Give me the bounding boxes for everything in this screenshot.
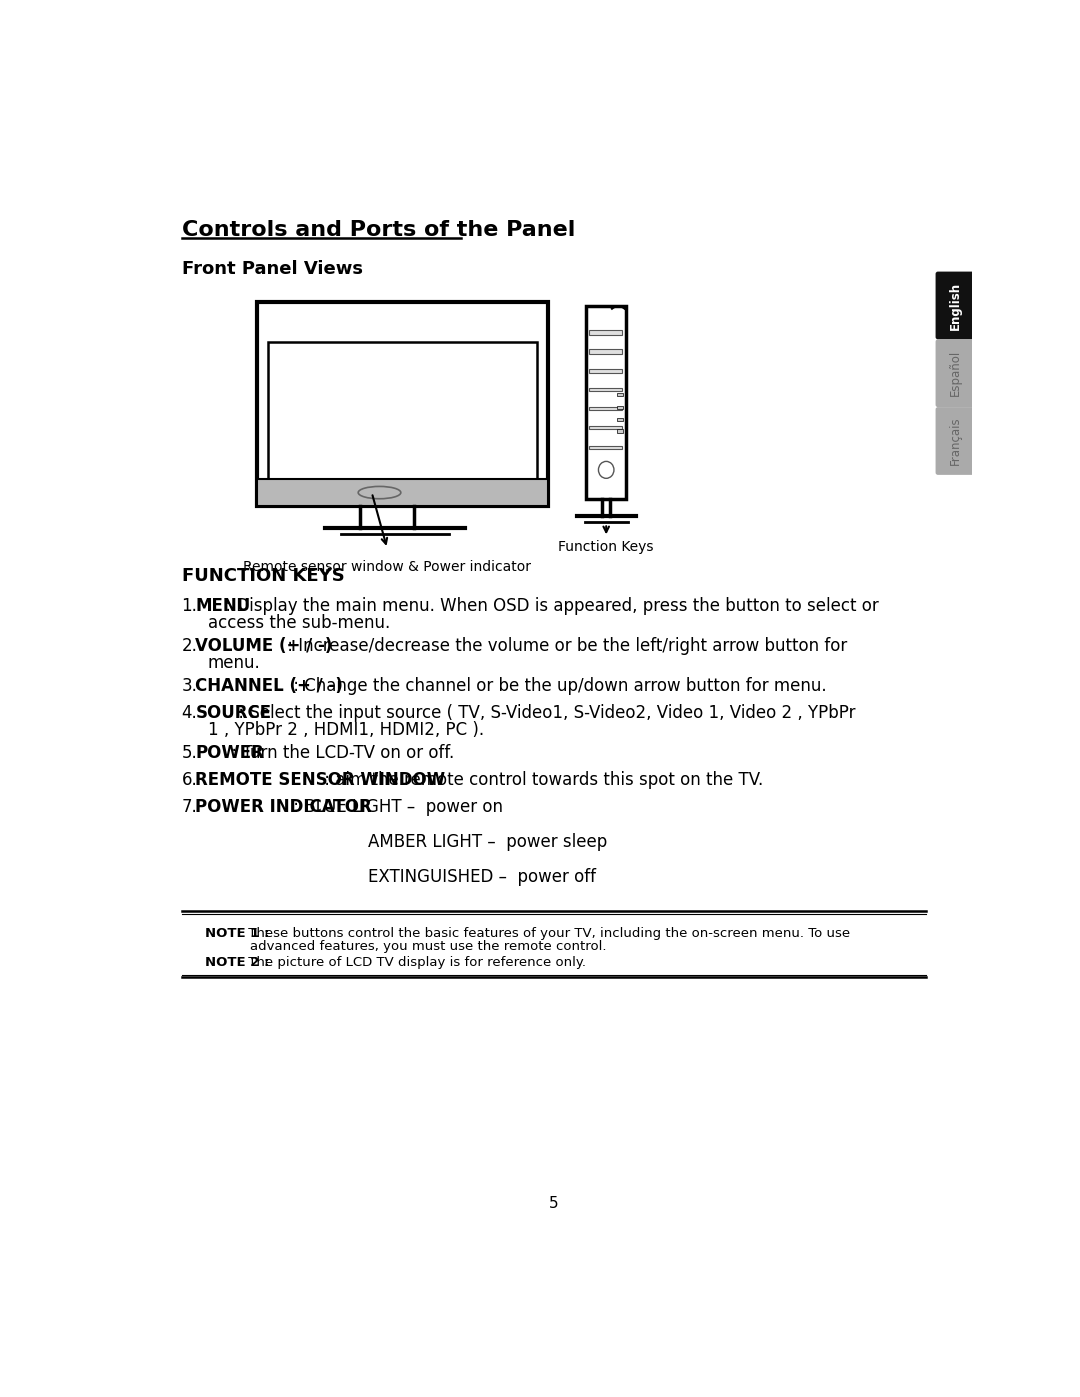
Bar (590, 446, 622, 448)
Text: : Select the input source ( TV, S-Video1, S-Video2, Video 1, Video 2 , YPbPr: : Select the input source ( TV, S-Video1… (232, 704, 855, 722)
FancyBboxPatch shape (935, 407, 974, 475)
Text: Controls and Ports of the Panel: Controls and Ports of the Panel (181, 219, 575, 240)
Text: 4.: 4. (181, 704, 198, 722)
Text: VOLUME (+ / -): VOLUME (+ / -) (195, 637, 333, 655)
Bar (586, 306, 626, 499)
Bar (617, 393, 623, 395)
Bar (257, 302, 548, 507)
FancyBboxPatch shape (935, 339, 974, 407)
Text: The picture of LCD TV display is for reference only.: The picture of LCD TV display is for ref… (244, 956, 585, 970)
Text: Function Keys: Function Keys (558, 541, 654, 555)
Text: 7.: 7. (181, 798, 198, 816)
Ellipse shape (359, 486, 401, 499)
Text: Front Panel Views: Front Panel Views (181, 260, 363, 278)
Bar (590, 349, 622, 353)
Bar (590, 407, 622, 411)
Bar (617, 418, 623, 420)
Text: NOTE 2 :: NOTE 2 : (205, 956, 269, 970)
Text: MENU: MENU (195, 598, 251, 615)
Text: POWER: POWER (195, 745, 265, 763)
Text: REMOTE SENSOR WINDOW: REMOTE SENSOR WINDOW (195, 771, 446, 789)
Text: CHANNEL (+ / -): CHANNEL (+ / -) (195, 678, 343, 696)
Text: NOTE 1 :: NOTE 1 : (205, 926, 269, 940)
Text: : Increase/decrease the volume or be the left/right arrow button for: : Increase/decrease the volume or be the… (282, 637, 848, 655)
Bar (257, 479, 548, 507)
Text: 3.: 3. (181, 678, 198, 696)
Text: : aim the remote control towards this spot on the TV.: : aim the remote control towards this sp… (320, 771, 764, 789)
Bar (268, 342, 537, 496)
Text: Español: Español (948, 351, 961, 397)
Text: 5: 5 (549, 1196, 558, 1211)
Bar (590, 369, 622, 373)
Text: Remote sensor window & Power indicator: Remote sensor window & Power indicator (243, 560, 531, 574)
Text: SOURCE: SOURCE (195, 704, 271, 722)
Text: Français: Français (948, 416, 961, 465)
Text: : Change the channel or be the up/down arrow button for menu.: : Change the channel or be the up/down a… (288, 678, 827, 696)
Ellipse shape (598, 461, 613, 478)
Text: FUNCTION KEYS: FUNCTION KEYS (181, 567, 345, 584)
Bar (590, 388, 622, 391)
Text: These buttons control the basic features of your TV, including the on-screen men: These buttons control the basic features… (244, 926, 850, 940)
Bar (590, 330, 622, 335)
Bar (590, 426, 622, 429)
Text: menu.: menu. (207, 654, 260, 672)
Text: : Turn the LCD-TV on or off.: : Turn the LCD-TV on or off. (227, 745, 455, 763)
Text: EXTINGUISHED –  power off: EXTINGUISHED – power off (367, 868, 595, 886)
Text: AMBER LIGHT –  power sleep: AMBER LIGHT – power sleep (367, 833, 607, 851)
Text: 5.: 5. (181, 745, 198, 763)
Text: English: English (948, 281, 961, 330)
Text: : Display the main menu. When OSD is appeared, press the button to select or: : Display the main menu. When OSD is app… (220, 598, 879, 615)
Text: 1.: 1. (181, 598, 198, 615)
Text: advanced features, you must use the remote control.: advanced features, you must use the remo… (249, 940, 606, 953)
Text: : BLUE LIGHT –  power on: : BLUE LIGHT – power on (288, 798, 503, 816)
FancyBboxPatch shape (935, 271, 974, 339)
Text: 1 , YPbPr 2 , HDMI1, HDMI2, PC ).: 1 , YPbPr 2 , HDMI1, HDMI2, PC ). (207, 721, 484, 739)
Text: access the sub-menu.: access the sub-menu. (207, 615, 390, 633)
Bar (617, 407, 623, 409)
Bar (617, 429, 623, 433)
Text: 2.: 2. (181, 637, 198, 655)
Text: 6.: 6. (181, 771, 198, 789)
Text: POWER INDICATOR: POWER INDICATOR (195, 798, 373, 816)
